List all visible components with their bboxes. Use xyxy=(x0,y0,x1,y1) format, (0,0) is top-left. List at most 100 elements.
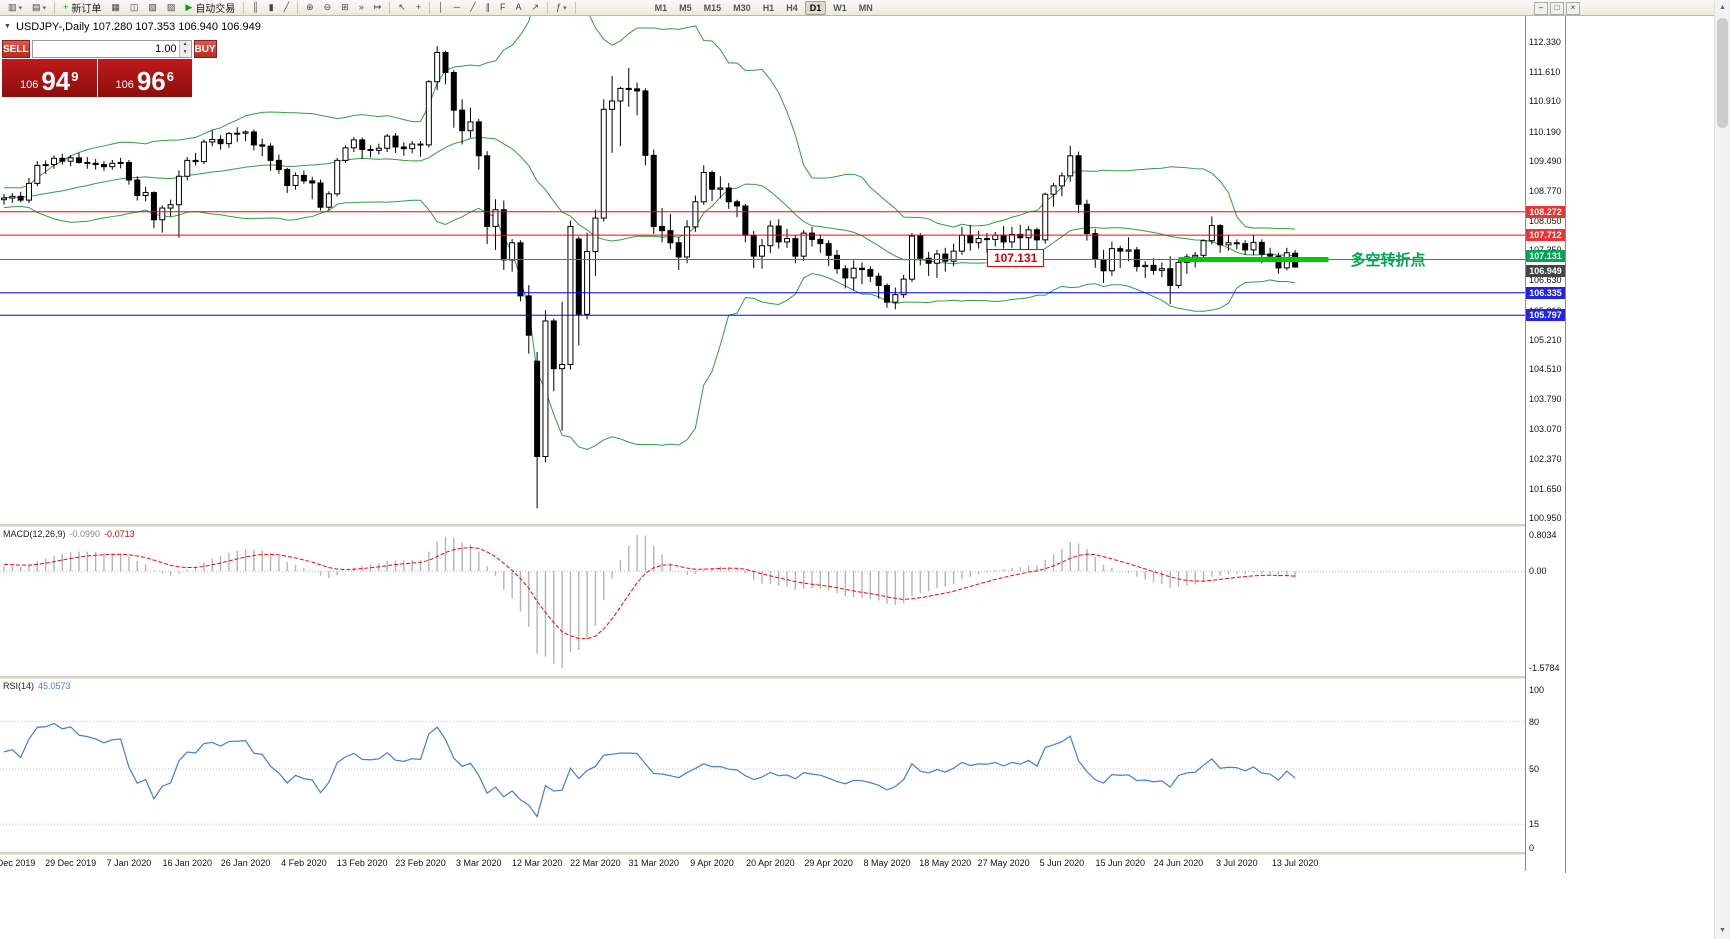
line-chart-button[interactable]: ╱ xyxy=(280,0,293,16)
horizontal-levels-layer[interactable] xyxy=(0,211,1525,316)
price-tick: 108.770 xyxy=(1529,185,1562,196)
price-axis[interactable]: 112.330 111.610 110.910 110.190 109.490 108.7… xyxy=(1525,16,1565,871)
window-restore-button[interactable]: □ xyxy=(1550,2,1564,15)
price-tag: 108.272 xyxy=(1526,205,1565,218)
scroll-up-icon[interactable]: ▲ xyxy=(1719,4,1726,11)
new-chart-button[interactable]: ▥ ▾ xyxy=(4,0,26,16)
terminal-button[interactable]: ▨ xyxy=(163,0,180,16)
macd-indicator-label: MACD(12,26,9) -0.0990 -0.0713 xyxy=(3,529,135,539)
ask-prefix: 106 xyxy=(115,79,134,91)
timeframe-h4-button[interactable]: H4 xyxy=(786,2,798,13)
window-minimize-button[interactable]: – xyxy=(1534,2,1548,15)
equidistant-channel-button[interactable]: ∥ xyxy=(482,0,495,16)
auto-scroll-button[interactable]: » xyxy=(355,0,368,16)
new-order-icon: + xyxy=(63,2,69,12)
arrows-button[interactable]: ↗ xyxy=(528,0,544,16)
bar-chart-button[interactable]: ║ xyxy=(248,0,262,16)
text-label-button[interactable]: A xyxy=(512,0,526,16)
one-click-collapse-icon[interactable]: ▼ xyxy=(4,23,11,30)
price-tick: 101.650 xyxy=(1529,483,1562,494)
navigator-button[interactable]: ▧ xyxy=(144,0,161,16)
symbol-ohlc-info: USDJPY-,Daily 107.280 107.353 106.940 10… xyxy=(16,21,261,33)
trendline-button[interactable]: ╱ xyxy=(466,0,479,16)
timeframe-h1-button[interactable]: H1 xyxy=(762,2,775,13)
volume-down-icon[interactable]: ▼ xyxy=(179,49,191,57)
timeframe-m5-button[interactable]: M5 xyxy=(679,2,692,13)
pane-separator[interactable] xyxy=(0,676,1565,679)
date-label: 13 Jul 2020 xyxy=(1271,858,1319,868)
timeframe-mn-button[interactable]: MN xyxy=(858,2,873,13)
date-axis[interactable]: 9 Dec 2019 29 Dec 2019 7 Jan 2020 16 Jan 20… xyxy=(0,855,1565,873)
rsi-tick: 50 xyxy=(1529,764,1540,774)
window-close-button[interactable]: × xyxy=(1566,2,1580,15)
price-level-label[interactable]: 107.131 xyxy=(986,249,1045,268)
macd-histogram xyxy=(3,535,1296,668)
price-tag: 107.131 xyxy=(1526,250,1565,263)
bollinger-bands-layer xyxy=(3,16,1296,451)
timeframe-w1-button[interactable]: W1 xyxy=(833,2,847,13)
vertical-scrollbar[interactable]: ▲ ▼ xyxy=(1714,0,1730,939)
price-tick: 108.050 xyxy=(1529,216,1562,227)
timeframe-m15-button[interactable]: M15 xyxy=(703,2,722,13)
trend-turning-point-note[interactable]: 多空转折点 xyxy=(1350,252,1426,270)
vertical-line-button[interactable]: │ xyxy=(434,0,448,16)
price-tick: 105.210 xyxy=(1529,334,1562,345)
macd-tick: -1.5784 xyxy=(1529,663,1560,673)
crosshair-button[interactable]: + xyxy=(412,0,425,16)
date-label: 13 Feb 2020 xyxy=(336,858,388,868)
date-label: 29 Dec 2019 xyxy=(45,858,97,868)
toolbar: ▥ ▾ ▤ ▾ + 新订单 ▦ ◫ ▧ ▨ ▶ 自动交易 ║ ▮ ╱ ⊕ ⊖ ⊞» ↦ ↖ + │ ─ ╱ ∥ F A ↗ ƒ ▾ M1 M5… xyxy=(0,0,1714,16)
new-order-button[interactable]: + 新订单 xyxy=(59,0,105,16)
horizontal-line-icon: ─ xyxy=(453,2,461,12)
main-chart-canvas[interactable] xyxy=(0,16,1525,524)
macd-value-signal: -0.0713 xyxy=(104,529,135,539)
market-watch-button[interactable]: ▦ xyxy=(107,0,124,16)
pane-separator[interactable] xyxy=(0,852,1565,855)
macd-canvas[interactable] xyxy=(0,527,1525,676)
macd-signal-line xyxy=(3,547,1296,640)
rsi-canvas[interactable] xyxy=(0,679,1525,852)
timeframe-m1-button[interactable]: M1 xyxy=(654,2,668,13)
new-chart-button-caret-icon: ▾ xyxy=(18,4,23,12)
indicators-icon: ƒ xyxy=(556,2,562,12)
date-label: 12 Mar 2020 xyxy=(511,858,563,868)
timeframe-d1-button[interactable]: D1 xyxy=(804,0,827,15)
toolbar-separator xyxy=(547,1,549,14)
price-tick: 106.630 xyxy=(1529,275,1562,286)
timeframe-m30-button[interactable]: M30 xyxy=(733,2,751,13)
rsi-value: 45.0573 xyxy=(38,681,71,691)
toolbar-separator xyxy=(54,1,56,14)
zoom-out-icon: ⊖ xyxy=(323,2,332,12)
trade-panel-prices: 106 94 9 106 96 6 xyxy=(2,59,192,97)
volume-up-icon[interactable]: ▲ xyxy=(179,41,191,49)
scroll-down-icon[interactable]: ▼ xyxy=(1719,927,1726,934)
autotrading-button[interactable]: ▶ 自动交易 xyxy=(181,0,239,16)
cursor-button[interactable]: ↖ xyxy=(394,0,410,16)
date-label: 15 Jun 2020 xyxy=(1095,858,1145,868)
zoom-in-button[interactable]: ⊕ xyxy=(302,0,318,16)
indicators-button-caret-icon: ▾ xyxy=(563,4,567,12)
vertical-line-icon: │ xyxy=(438,2,444,12)
sell-button[interactable]: SELL xyxy=(2,40,30,58)
scrollbar-thumb[interactable] xyxy=(1717,18,1728,128)
price-tick: 109.490 xyxy=(1529,155,1562,166)
data-window-button[interactable]: ◫ xyxy=(126,0,143,16)
tile-windows-button[interactable]: ⊞ xyxy=(337,0,353,16)
indicators-button[interactable]: ƒ ▾ xyxy=(552,0,571,16)
candlestick-chart-button[interactable]: ▮ xyxy=(265,0,278,16)
horizontal-line-button[interactable]: ─ xyxy=(450,0,464,16)
volume-input[interactable] xyxy=(32,41,179,57)
zoom-out-button[interactable]: ⊖ xyxy=(320,0,336,16)
date-label: 7 Jan 2020 xyxy=(106,858,152,868)
volume-field: ▲ ▼ xyxy=(31,40,192,58)
chart-shift-button[interactable]: ↦ xyxy=(370,0,386,16)
pane-separator[interactable] xyxy=(0,524,1565,527)
date-label: 23 Feb 2020 xyxy=(395,858,446,868)
price-tag: 107.712 xyxy=(1526,229,1565,242)
price-tick: 103.790 xyxy=(1529,394,1562,405)
ask-price-button[interactable]: 106 96 6 xyxy=(97,59,192,97)
fibonacci-button[interactable]: F xyxy=(496,0,510,16)
bid-price-button[interactable]: 106 94 9 xyxy=(2,59,97,97)
profiles-button[interactable]: ▤ ▾ xyxy=(28,0,50,16)
buy-button[interactable]: BUY xyxy=(193,40,217,58)
